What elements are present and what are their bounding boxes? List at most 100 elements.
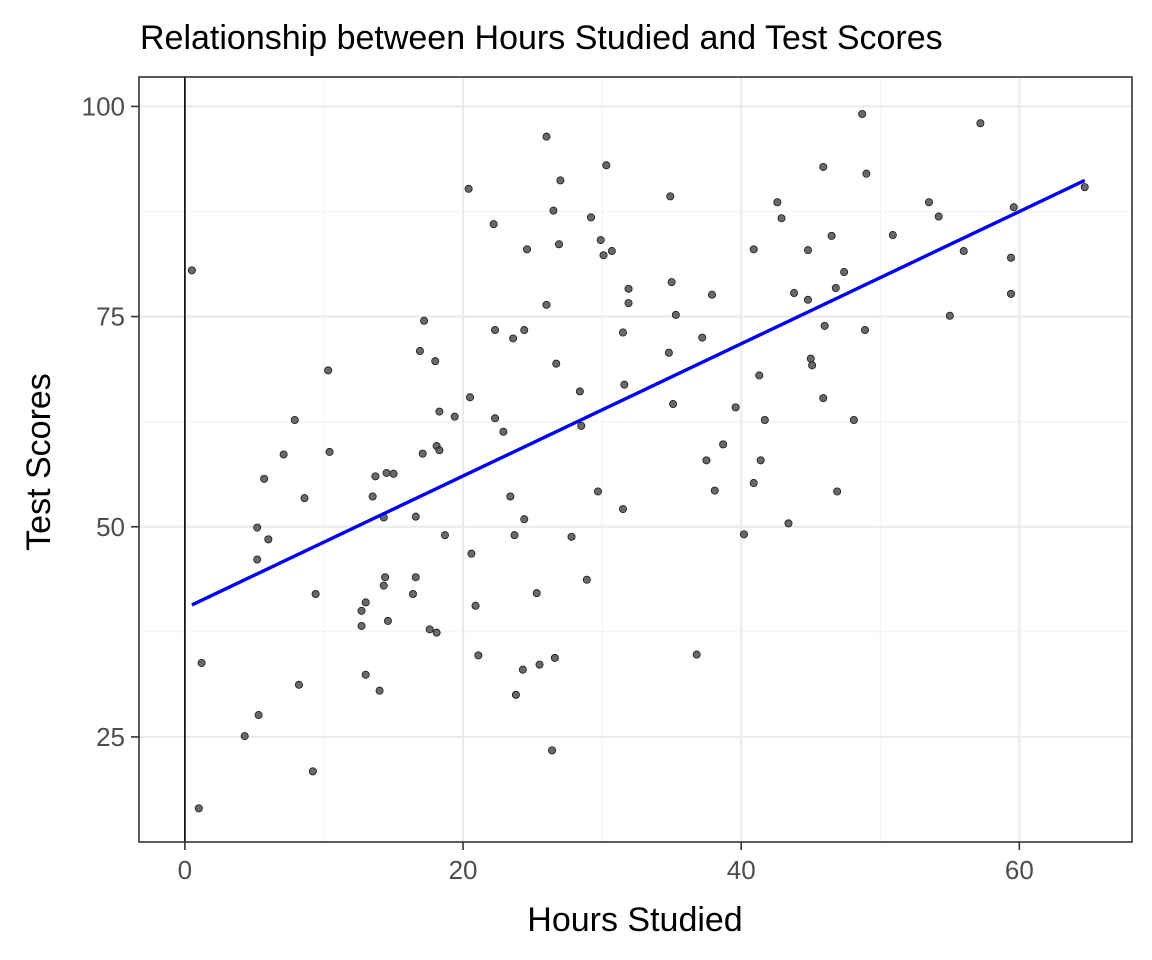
data-point (383, 616, 392, 625)
data-point (389, 469, 398, 478)
data-point (773, 198, 782, 207)
data-point (827, 231, 836, 240)
data-point (260, 474, 269, 483)
data-point (707, 290, 716, 299)
data-point (567, 532, 576, 541)
data-point (542, 132, 551, 141)
data-point (739, 530, 748, 539)
regression-line (191, 178, 1086, 607)
data-point (357, 621, 366, 630)
data-point (556, 176, 565, 185)
data-point (300, 494, 309, 503)
data-point (666, 192, 675, 201)
data-point (575, 387, 584, 396)
data-point (1007, 289, 1016, 298)
data-point (840, 268, 849, 277)
data-point (577, 421, 586, 430)
data-point (924, 198, 933, 207)
data-point (620, 380, 629, 389)
data-point (499, 427, 508, 436)
data-point (520, 326, 529, 335)
data-point (777, 214, 786, 223)
data-point (408, 590, 417, 599)
data-point (240, 732, 249, 741)
data-point (806, 354, 815, 363)
data-point (253, 555, 262, 564)
data-point (254, 711, 263, 720)
data-point (518, 665, 527, 674)
data-point (808, 361, 817, 370)
data-point (596, 236, 605, 245)
data-point (860, 326, 869, 335)
data-point (790, 289, 799, 298)
data-point (324, 366, 333, 375)
data-point (489, 220, 498, 229)
data-point (425, 625, 434, 634)
data-point (1080, 183, 1089, 192)
data-point (294, 680, 303, 689)
data-point (719, 440, 728, 449)
data-point (194, 804, 203, 813)
data-point (549, 206, 558, 215)
data-point (411, 512, 420, 521)
data-point (440, 531, 449, 540)
y-axis-title: Test Scores (20, 373, 58, 551)
data-point (382, 468, 391, 477)
data-point (371, 472, 380, 481)
data-point (702, 456, 711, 465)
data-point (858, 109, 867, 118)
data-point (506, 492, 515, 501)
x-tick-label: 60 (1005, 855, 1034, 885)
data-point (849, 415, 858, 424)
data-point (803, 246, 812, 255)
data-point (710, 486, 719, 495)
data-point (197, 658, 206, 667)
data-point (756, 456, 765, 465)
data-point (464, 184, 473, 193)
data-point (833, 487, 842, 496)
data-point (509, 334, 518, 343)
x-tick-label: 40 (727, 855, 756, 885)
data-point (253, 523, 262, 532)
x-axis-title: Hours Studied (527, 901, 742, 939)
data-point (368, 492, 377, 501)
data-point (375, 686, 384, 695)
data-point (618, 328, 627, 337)
y-tick-label: 100 (82, 91, 125, 121)
data-point (325, 447, 334, 456)
data-point (361, 670, 370, 679)
data-point (692, 650, 701, 659)
data-point (820, 321, 829, 330)
data-point (831, 284, 840, 293)
data-point (803, 295, 812, 304)
grid (139, 77, 1132, 842)
data-point (311, 590, 320, 599)
data-point (593, 487, 602, 496)
data-point (862, 169, 871, 178)
y-tick-label: 25 (96, 722, 125, 752)
data-point (669, 400, 678, 409)
data-point (819, 394, 828, 403)
data-point (976, 119, 985, 128)
data-point (552, 359, 561, 368)
data-point (435, 407, 444, 416)
data-point (1007, 253, 1016, 262)
data-point (450, 412, 459, 421)
data-point (308, 767, 317, 776)
data-point (491, 326, 500, 335)
data-point (945, 311, 954, 320)
data-point (888, 231, 897, 240)
x-tick-label: 0 (178, 855, 192, 885)
data-point (491, 414, 500, 423)
data-point (667, 278, 676, 287)
data-point (467, 549, 476, 558)
x-tick-label: 20 (449, 855, 478, 885)
data-point (602, 161, 611, 170)
data-point (357, 606, 366, 615)
data-point (361, 598, 370, 607)
data-point (819, 162, 828, 171)
data-point (784, 519, 793, 528)
data-point (535, 660, 544, 669)
data-point (379, 581, 388, 590)
